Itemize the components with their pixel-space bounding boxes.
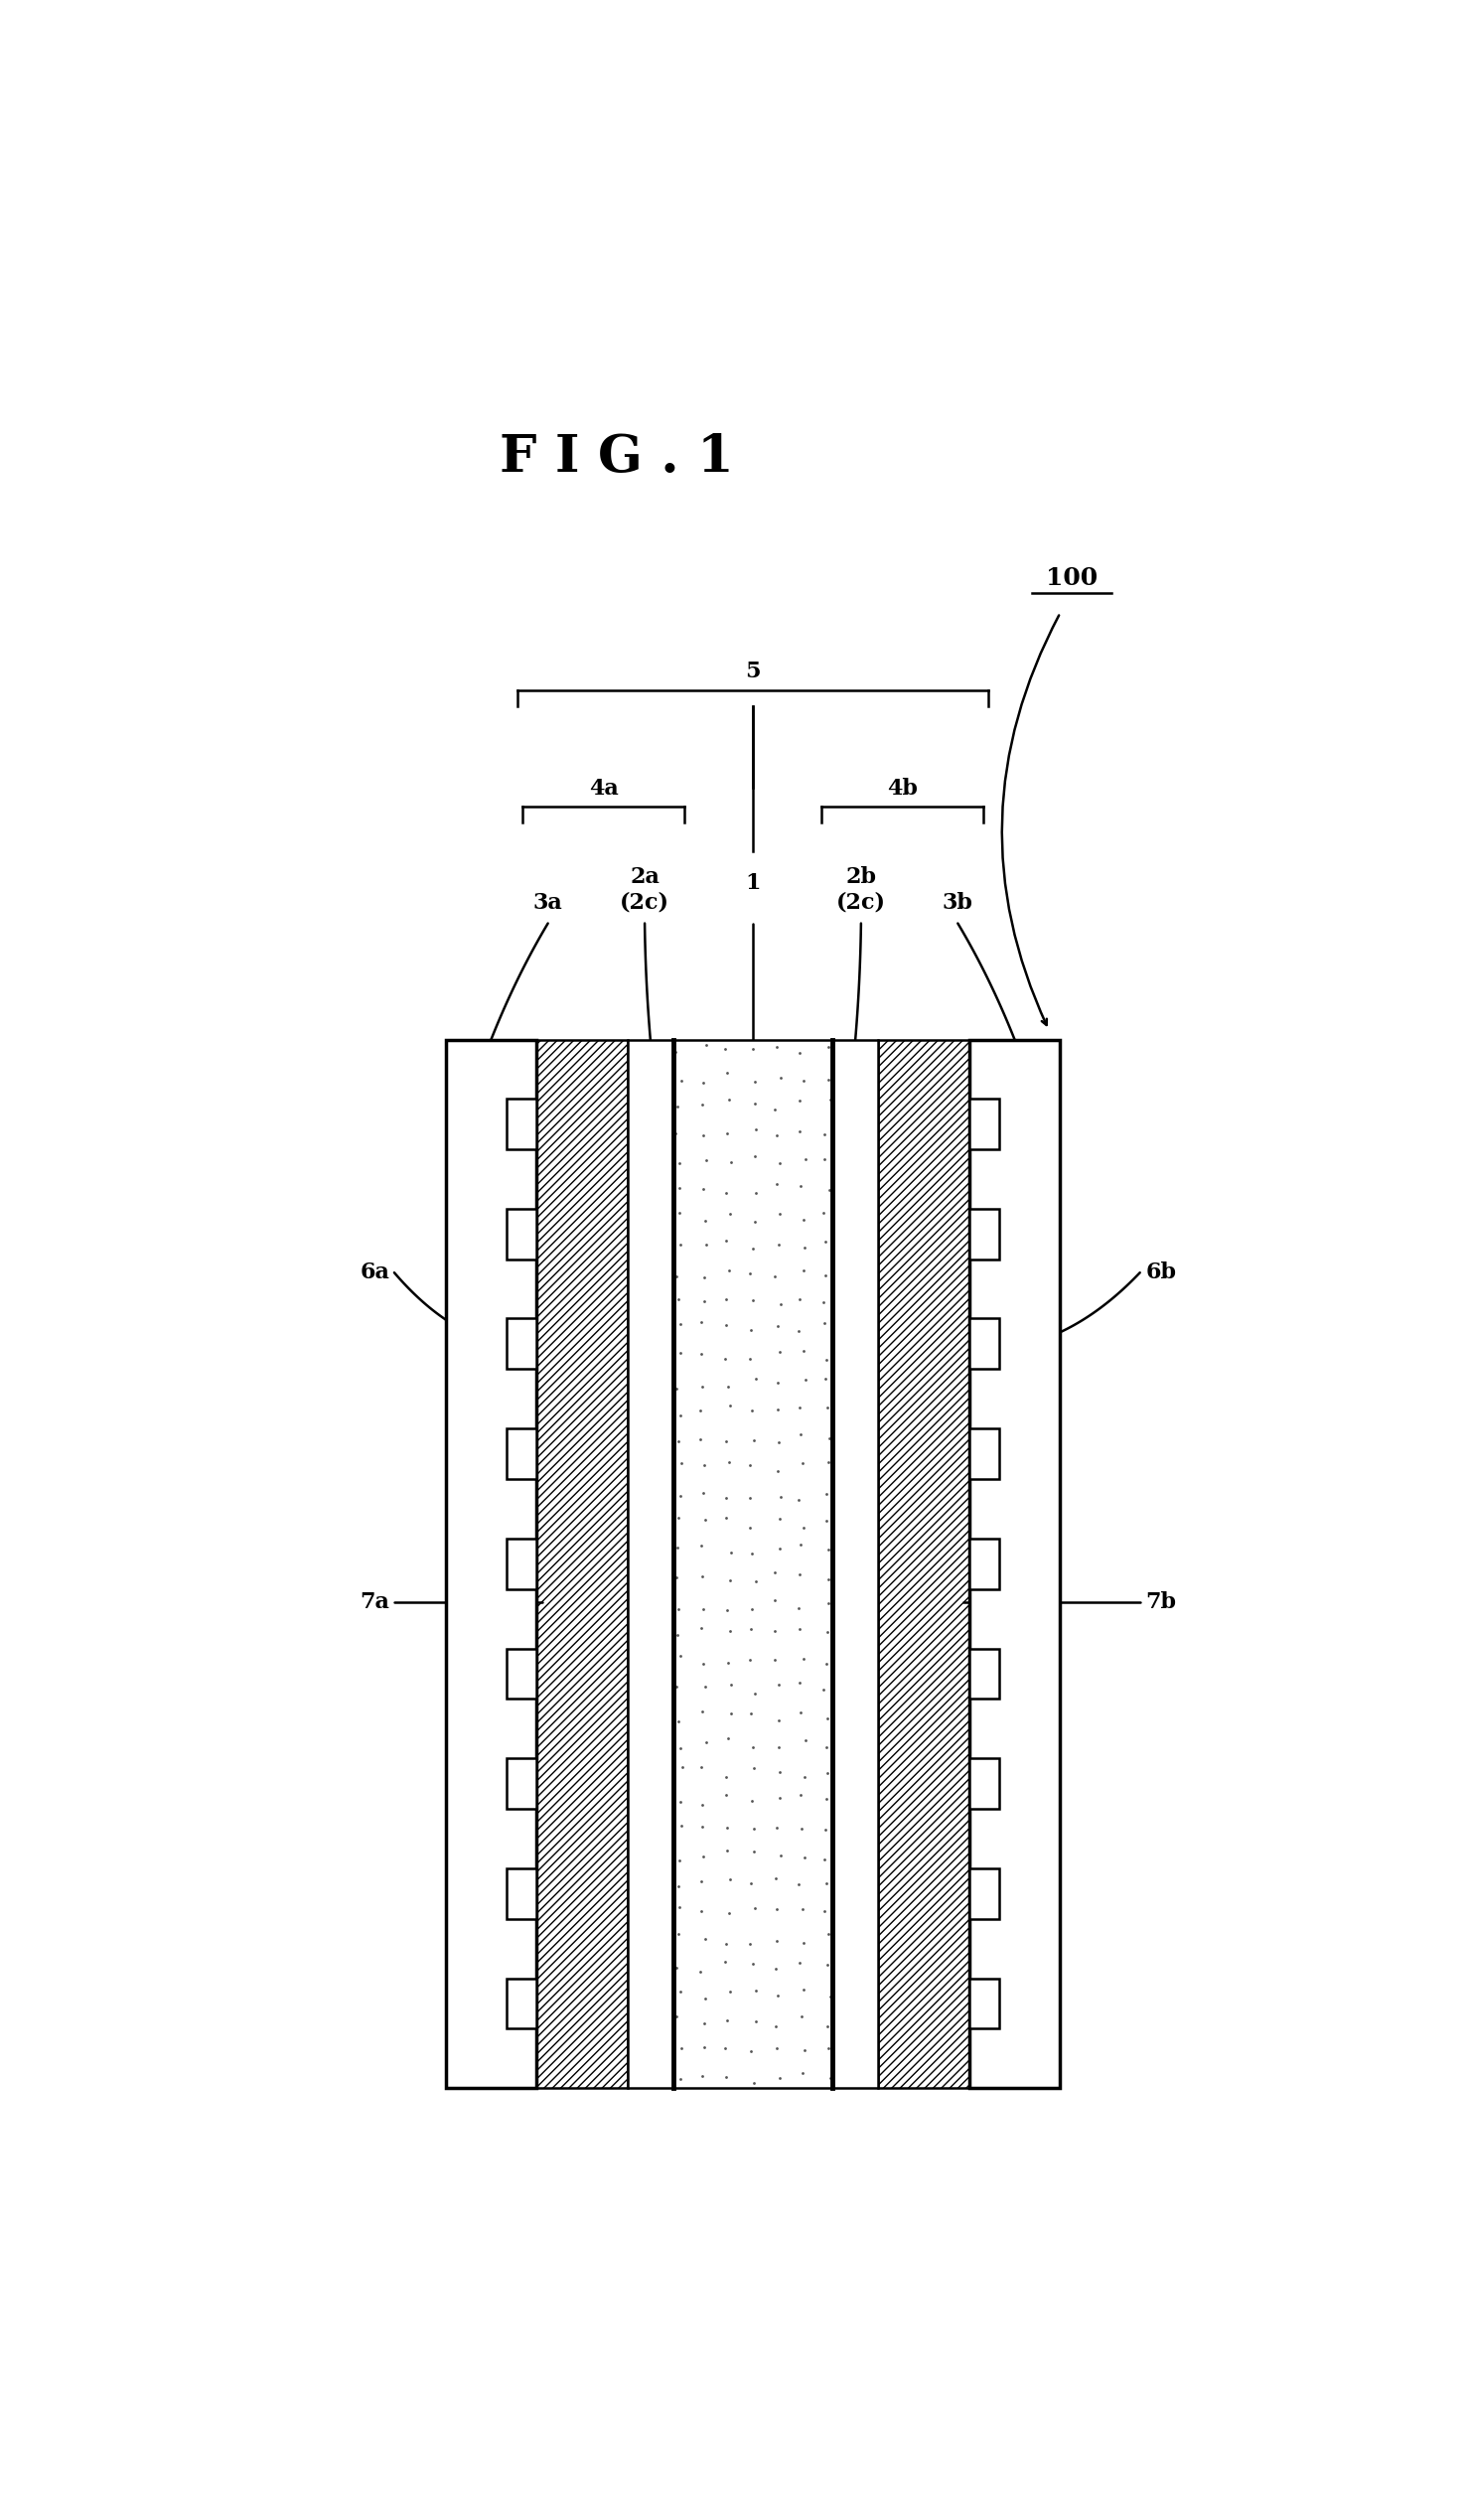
Bar xyxy=(507,1648,536,1698)
Bar xyxy=(507,1318,536,1368)
Bar xyxy=(970,1537,999,1590)
Bar xyxy=(507,1759,536,1809)
Bar xyxy=(445,1041,536,2087)
Text: 100: 100 xyxy=(1046,567,1097,590)
Bar xyxy=(507,1429,536,1479)
Bar xyxy=(673,1041,833,2087)
Bar xyxy=(970,1759,999,1809)
Bar xyxy=(970,1648,999,1698)
Bar xyxy=(507,1099,536,1149)
Text: 3a: 3a xyxy=(533,892,563,915)
Text: 2a
(2c): 2a (2c) xyxy=(620,867,670,915)
Bar xyxy=(970,1099,999,1149)
Bar xyxy=(878,1041,970,2087)
Bar xyxy=(507,1867,536,1918)
Bar xyxy=(536,1041,627,2087)
Bar xyxy=(970,1867,999,1918)
Text: 4a: 4a xyxy=(589,776,618,799)
Bar xyxy=(627,1041,673,2087)
Text: 5: 5 xyxy=(745,660,761,683)
Text: 6a: 6a xyxy=(360,1263,389,1283)
Bar xyxy=(970,1429,999,1479)
Bar xyxy=(507,1978,536,2029)
Bar xyxy=(970,1041,1061,2087)
Bar xyxy=(970,1978,999,2029)
Text: 3b: 3b xyxy=(943,892,972,915)
Text: 1: 1 xyxy=(745,872,761,895)
Text: 6b: 6b xyxy=(1146,1263,1177,1283)
Bar xyxy=(507,1210,536,1260)
Bar xyxy=(833,1041,878,2087)
Text: 2b
(2c): 2b (2c) xyxy=(836,867,886,915)
Bar xyxy=(970,1318,999,1368)
Text: 7a: 7a xyxy=(360,1593,389,1613)
Text: 7b: 7b xyxy=(1146,1593,1177,1613)
Bar xyxy=(507,1537,536,1590)
Bar xyxy=(970,1210,999,1260)
Text: 4b: 4b xyxy=(887,776,917,799)
Text: F I G . 1: F I G . 1 xyxy=(499,433,733,484)
